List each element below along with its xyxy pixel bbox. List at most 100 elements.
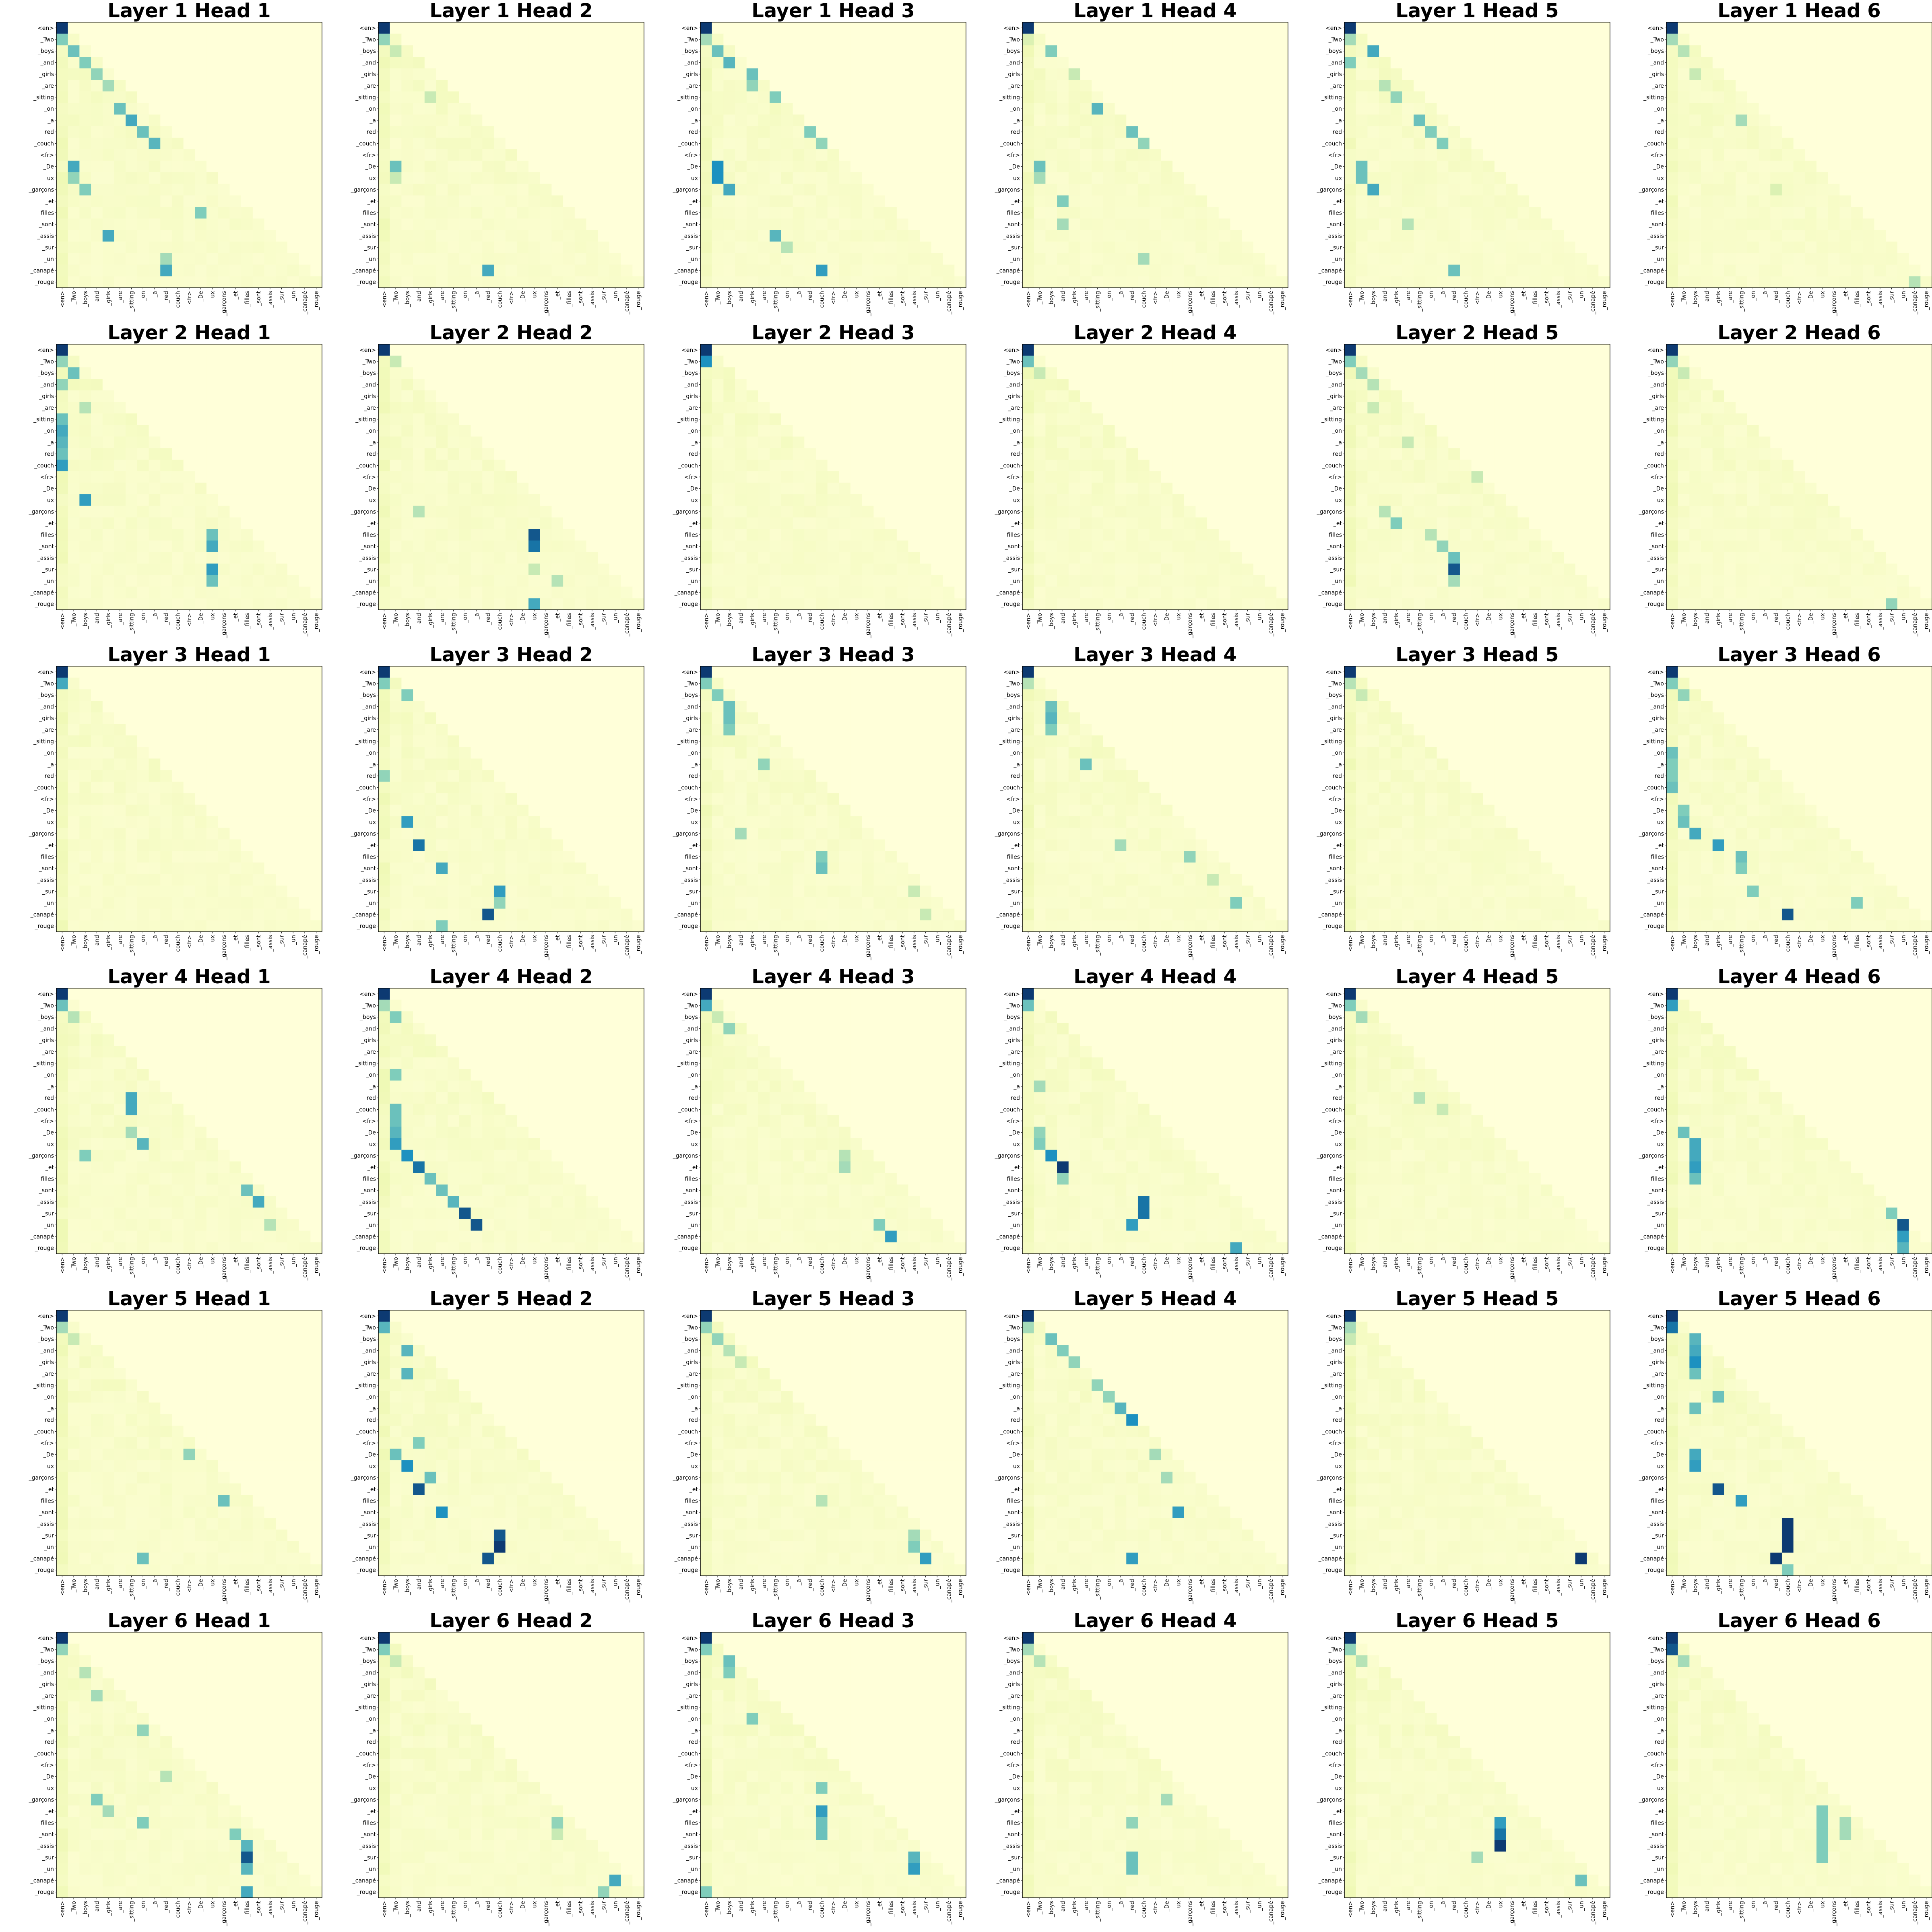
heatmap-cell: [91, 68, 103, 80]
heatmap-cell: [908, 91, 920, 103]
heatmap-cell: [1103, 230, 1115, 242]
heatmap-cell: [276, 436, 288, 448]
heatmap-cell: [1390, 57, 1402, 69]
heatmap-cell: [1126, 149, 1138, 161]
y-tick-label: _couch: [34, 462, 54, 469]
y-tick-label: _a: [47, 118, 54, 124]
heatmap-cell: [252, 436, 265, 448]
heatmap-cell: [505, 344, 517, 356]
heatmap-cell: [540, 344, 552, 356]
heatmap-cell: [1540, 161, 1553, 173]
heatmap-cell: [1218, 195, 1231, 207]
heatmap-cell: [1253, 57, 1265, 69]
heatmap-cell: [195, 264, 207, 277]
heatmap-cell: [862, 137, 874, 150]
heatmap-cell: [1253, 195, 1265, 207]
heatmap-cell: [413, 540, 425, 553]
y-tick-label: _De: [1653, 164, 1664, 170]
heatmap-cell: [793, 126, 805, 138]
x-tick-label: <fr>: [1152, 291, 1159, 305]
heatmap-cell: [1666, 91, 1678, 103]
heatmap-cell: [1781, 230, 1794, 242]
heatmap-cell: [815, 242, 828, 254]
heatmap-cell: [908, 161, 920, 173]
heatmap-cell: [252, 494, 265, 506]
heatmap-cell: [1092, 126, 1104, 138]
heatmap-cell: [770, 264, 782, 277]
y-tick-label: _sont: [361, 221, 376, 228]
heatmap-cell: [551, 413, 564, 425]
heatmap-cell: [114, 80, 126, 92]
heatmap-cell: [1793, 253, 1805, 265]
heatmap-cell: [264, 517, 276, 529]
heatmap-cell: [621, 264, 633, 277]
heatmap-cell: [1736, 114, 1748, 126]
heatmap-cell: [241, 436, 253, 448]
heatmap-cell: [505, 436, 517, 448]
heatmap-cell: [390, 425, 402, 437]
heatmap-cell: [920, 161, 932, 173]
heatmap-cell: [528, 264, 541, 277]
heatmap-cell: [1736, 218, 1748, 231]
heatmap-cell: [563, 552, 575, 564]
heatmap-cell: [586, 22, 598, 34]
heatmap-cell: [448, 517, 460, 529]
heatmap-cell: [126, 114, 138, 126]
heatmap-cell: [1126, 218, 1138, 231]
heatmap-cell: [827, 172, 839, 184]
x-tick-label: _on: [1106, 291, 1113, 301]
heatmap-cell: [160, 253, 172, 265]
heatmap-cell: [746, 161, 758, 173]
heatmap-cell: [540, 80, 552, 92]
heatmap-cell: [528, 195, 541, 207]
heatmap-cell: [264, 575, 276, 587]
y-tick-label: <fr>: [362, 152, 376, 159]
heatmap-cell: [91, 45, 103, 57]
heatmap-cell: [920, 80, 932, 92]
y-tick-label: _on: [1332, 106, 1342, 112]
heatmap-cell: [700, 161, 712, 173]
heatmap-cell: [598, 586, 610, 599]
heatmap-cell: [1701, 57, 1713, 69]
heatmap-cell: [436, 80, 448, 92]
heatmap-cell: [1712, 161, 1724, 173]
heatmap-cell: [1575, 68, 1587, 80]
heatmap-cell: [1184, 68, 1196, 80]
heatmap-cell: [551, 379, 564, 391]
heatmap-cell: [1712, 242, 1724, 254]
y-tick-label: _sitting: [677, 95, 698, 101]
heatmap-cell: [471, 517, 483, 529]
heatmap-cell: [621, 436, 633, 448]
heatmap-cell: [206, 172, 219, 184]
heatmap-cell: [781, 149, 793, 161]
heatmap-cell: [804, 91, 816, 103]
heatmap-cell: [482, 425, 494, 437]
x-tick-label: _De: [520, 291, 526, 302]
x-tick-label: _et: [1199, 291, 1205, 300]
heatmap-cell: [586, 91, 598, 103]
heatmap-cell: [505, 586, 517, 599]
heatmap-cell: [218, 506, 230, 518]
heatmap-cell: [1862, 230, 1875, 242]
heatmap-cell: [56, 517, 68, 529]
heatmap-cell: [632, 195, 644, 207]
heatmap-cell: [793, 230, 805, 242]
heatmap-cell: [68, 344, 80, 356]
heatmap-cell: [598, 413, 610, 425]
heatmap-cell: [252, 529, 265, 541]
heatmap-cell: [943, 91, 955, 103]
heatmap-cell: [885, 184, 897, 196]
heatmap-cell: [1344, 68, 1356, 80]
heatmap-cell: [551, 517, 564, 529]
heatmap-cell: [1506, 242, 1518, 254]
heatmap-cell: [1425, 103, 1437, 115]
heatmap-cell: [482, 103, 494, 115]
heatmap-cell: [528, 218, 541, 231]
y-tick-label: _couch: [356, 140, 376, 147]
heatmap-cell: [79, 207, 91, 219]
heatmap-cell: [574, 517, 587, 529]
heatmap-cell: [551, 402, 564, 414]
heatmap-cell: [56, 149, 68, 161]
heatmap-cell: [102, 459, 114, 472]
heatmap-cell: [1161, 184, 1173, 196]
